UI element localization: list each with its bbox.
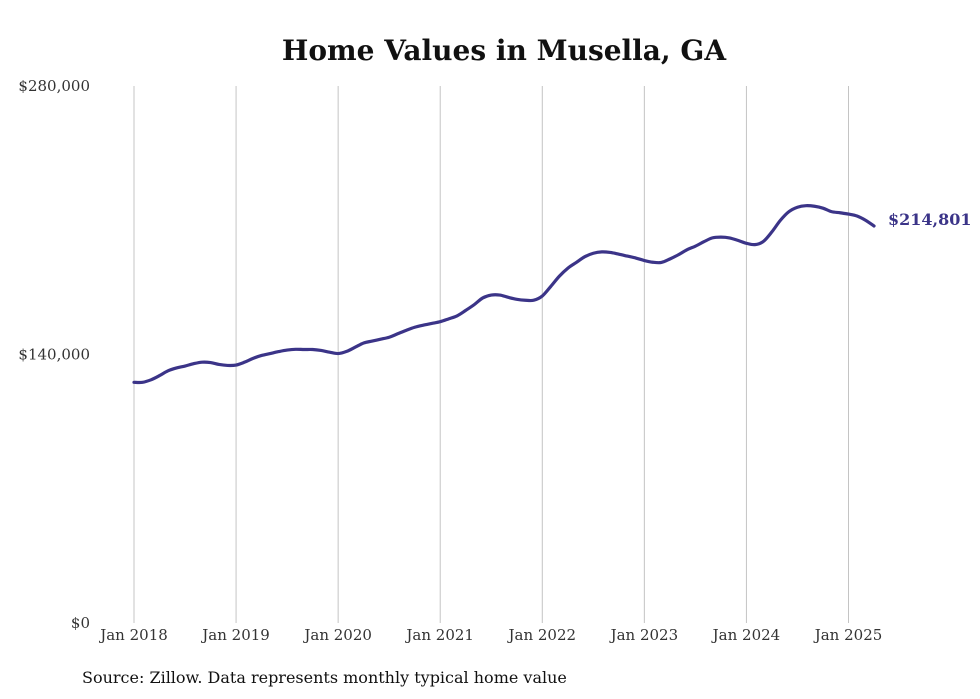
y-tick-label: $0	[71, 614, 90, 632]
x-tick-label: Jan 2019	[200, 626, 270, 644]
x-tick-label: Jan 2023	[609, 626, 679, 644]
y-tick-label: $140,000	[18, 346, 90, 364]
x-axis-ticks: Jan 2018 Jan 2019 Jan 2020 Jan 2021 Jan 2022…	[98, 626, 882, 644]
y-tick-label: $280,000	[18, 77, 90, 95]
x-tick-label: Jan 2018	[98, 626, 168, 644]
latest-value-label: $214,801	[888, 210, 972, 229]
source-note: Source: Zillow. Data represents monthly …	[82, 668, 567, 687]
home-value-series-line	[132, 204, 876, 385]
x-tick-label: Jan 2020	[302, 626, 372, 644]
gridlines	[133, 86, 849, 623]
x-tick-label: Jan 2022	[507, 626, 577, 644]
chart-title: Home Values in Musella, GA	[282, 34, 727, 67]
x-tick-label: Jan 2024	[711, 626, 781, 644]
x-tick-label: Jan 2025	[813, 626, 883, 644]
x-tick-label: Jan 2021	[404, 626, 474, 644]
y-axis-ticks: $0 $140,000 $280,000	[18, 77, 90, 632]
